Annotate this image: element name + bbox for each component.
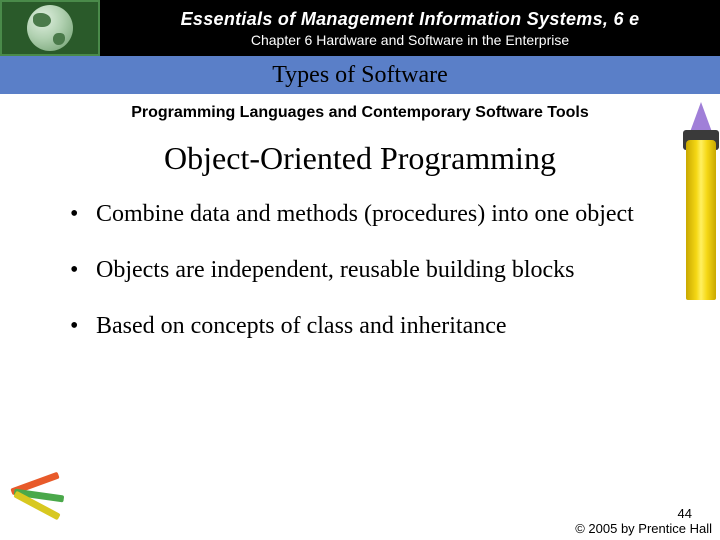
bullet-item: Objects are independent, reusable buildi…	[70, 255, 660, 285]
globe-graphic	[27, 5, 73, 51]
header-band: Essentials of Management Information Sys…	[0, 0, 720, 56]
footer: 44 © 2005 by Prentice Hall	[575, 506, 712, 536]
topic-band: Types of Software	[0, 56, 720, 94]
chapter-label: Chapter 6 Hardware and Software in the E…	[100, 32, 720, 48]
globe-icon	[0, 0, 100, 56]
bullet-item: Based on concepts of class and inheritan…	[70, 311, 660, 341]
content-area: Object-Oriented Programming Combine data…	[0, 122, 720, 341]
section-subtitle: Programming Languages and Contemporary S…	[0, 104, 720, 122]
page-number: 44	[575, 506, 712, 521]
crayon-icon	[672, 90, 720, 300]
pencils-icon	[6, 470, 76, 520]
copyright-text: © 2005 by Prentice Hall	[575, 521, 712, 536]
bullet-item: Combine data and methods (procedures) in…	[70, 199, 660, 229]
header-text-block: Essentials of Management Information Sys…	[100, 9, 720, 48]
slide-heading: Object-Oriented Programming	[60, 140, 660, 177]
bullet-list: Combine data and methods (procedures) in…	[60, 199, 660, 341]
topic-title: Types of Software	[272, 62, 448, 89]
book-title: Essentials of Management Information Sys…	[100, 9, 720, 30]
